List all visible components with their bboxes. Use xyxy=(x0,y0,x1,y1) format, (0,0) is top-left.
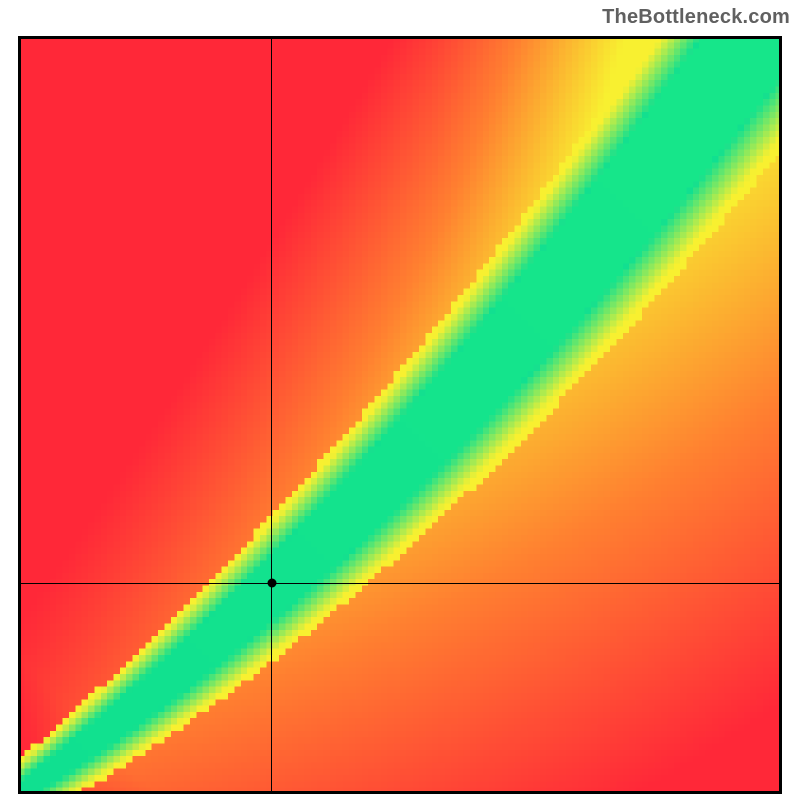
attribution-label: TheBottleneck.com xyxy=(602,6,790,29)
bottleneck-heatmap xyxy=(18,36,782,794)
figure-container: TheBottleneck.com xyxy=(0,0,800,800)
